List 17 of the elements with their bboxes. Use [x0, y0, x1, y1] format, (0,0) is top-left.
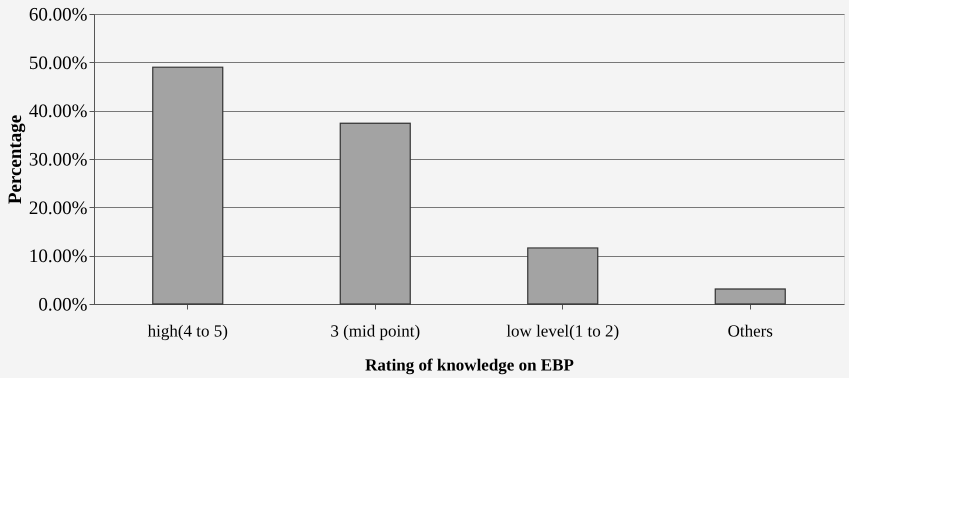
x-tick-label: low level(1 to 2): [506, 322, 620, 340]
bar: [527, 247, 598, 305]
x-axis-title: Rating of knowledge on EBP: [365, 356, 574, 374]
x-tick-label: high(4 to 5): [148, 322, 228, 340]
y-tick-label: 60.00%: [28, 4, 88, 26]
y-tick-label: 30.00%: [28, 150, 88, 170]
y-tick-label: 50.00%: [28, 52, 88, 74]
y-tick-label: 0.00%: [38, 294, 88, 316]
bar: [152, 66, 224, 305]
y-tick-label: 20.00%: [28, 198, 88, 219]
x-tick-label: 3 (mid point): [330, 322, 420, 340]
bar: [340, 122, 411, 305]
x-tick-label: Others: [728, 322, 773, 340]
y-tick-label: 40.00%: [28, 101, 88, 122]
y-axis-title: Percentage: [4, 114, 26, 204]
bar: [714, 288, 786, 305]
y-tick-label: 10.00%: [28, 246, 88, 268]
